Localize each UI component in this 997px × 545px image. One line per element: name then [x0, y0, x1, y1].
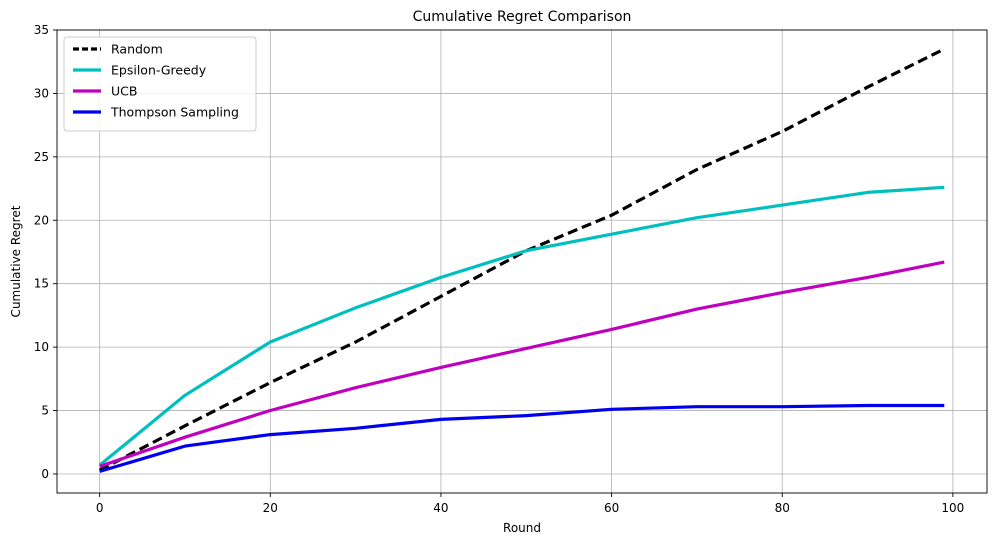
y-tick-label: 30 — [34, 86, 49, 100]
y-tick-label: 35 — [34, 23, 49, 37]
y-tick-label: 20 — [34, 213, 49, 227]
x-tick-label: 0 — [96, 501, 104, 515]
legend-box — [63, 36, 257, 132]
x-tick-label: 100 — [941, 501, 964, 515]
y-tick-label: 5 — [41, 404, 49, 418]
series-line-epsilon-greedy — [98, 185, 945, 467]
y-tick-label: 0 — [41, 467, 49, 481]
y-tick-label: 15 — [34, 277, 49, 291]
plot-frame — [56, 29, 988, 494]
x-tick-label: 40 — [433, 501, 448, 515]
series-line-thompson-sampling — [99, 403, 945, 473]
legend: Random Epsilon-Greedy UCB Thompson Sampling — [63, 36, 257, 132]
series-line-ucb — [99, 260, 945, 468]
legend-entry-label: UCB — [111, 84, 137, 99]
x-tick-label: 60 — [604, 501, 619, 515]
x-tick-label: 80 — [775, 501, 790, 515]
legend-entry-label: Thompson Sampling — [110, 105, 239, 120]
legend-entry-label: Epsilon-Greedy — [111, 63, 207, 78]
legend-entry-label: Random — [111, 42, 163, 57]
x-axis-label: Round — [503, 521, 541, 535]
x-tick-label: 20 — [263, 501, 278, 515]
series-layer — [98, 47, 946, 473]
tick-layer: 0 20 40 60 80 100 0 5 10 15 20 25 30 35 — [34, 23, 965, 515]
y-axis-label: Cumulative Regret — [9, 205, 23, 317]
chart-title: Cumulative Regret Comparison — [413, 9, 632, 25]
y-tick-label: 25 — [34, 150, 49, 164]
series-line-random — [98, 47, 946, 472]
y-tick-label: 10 — [34, 340, 49, 354]
